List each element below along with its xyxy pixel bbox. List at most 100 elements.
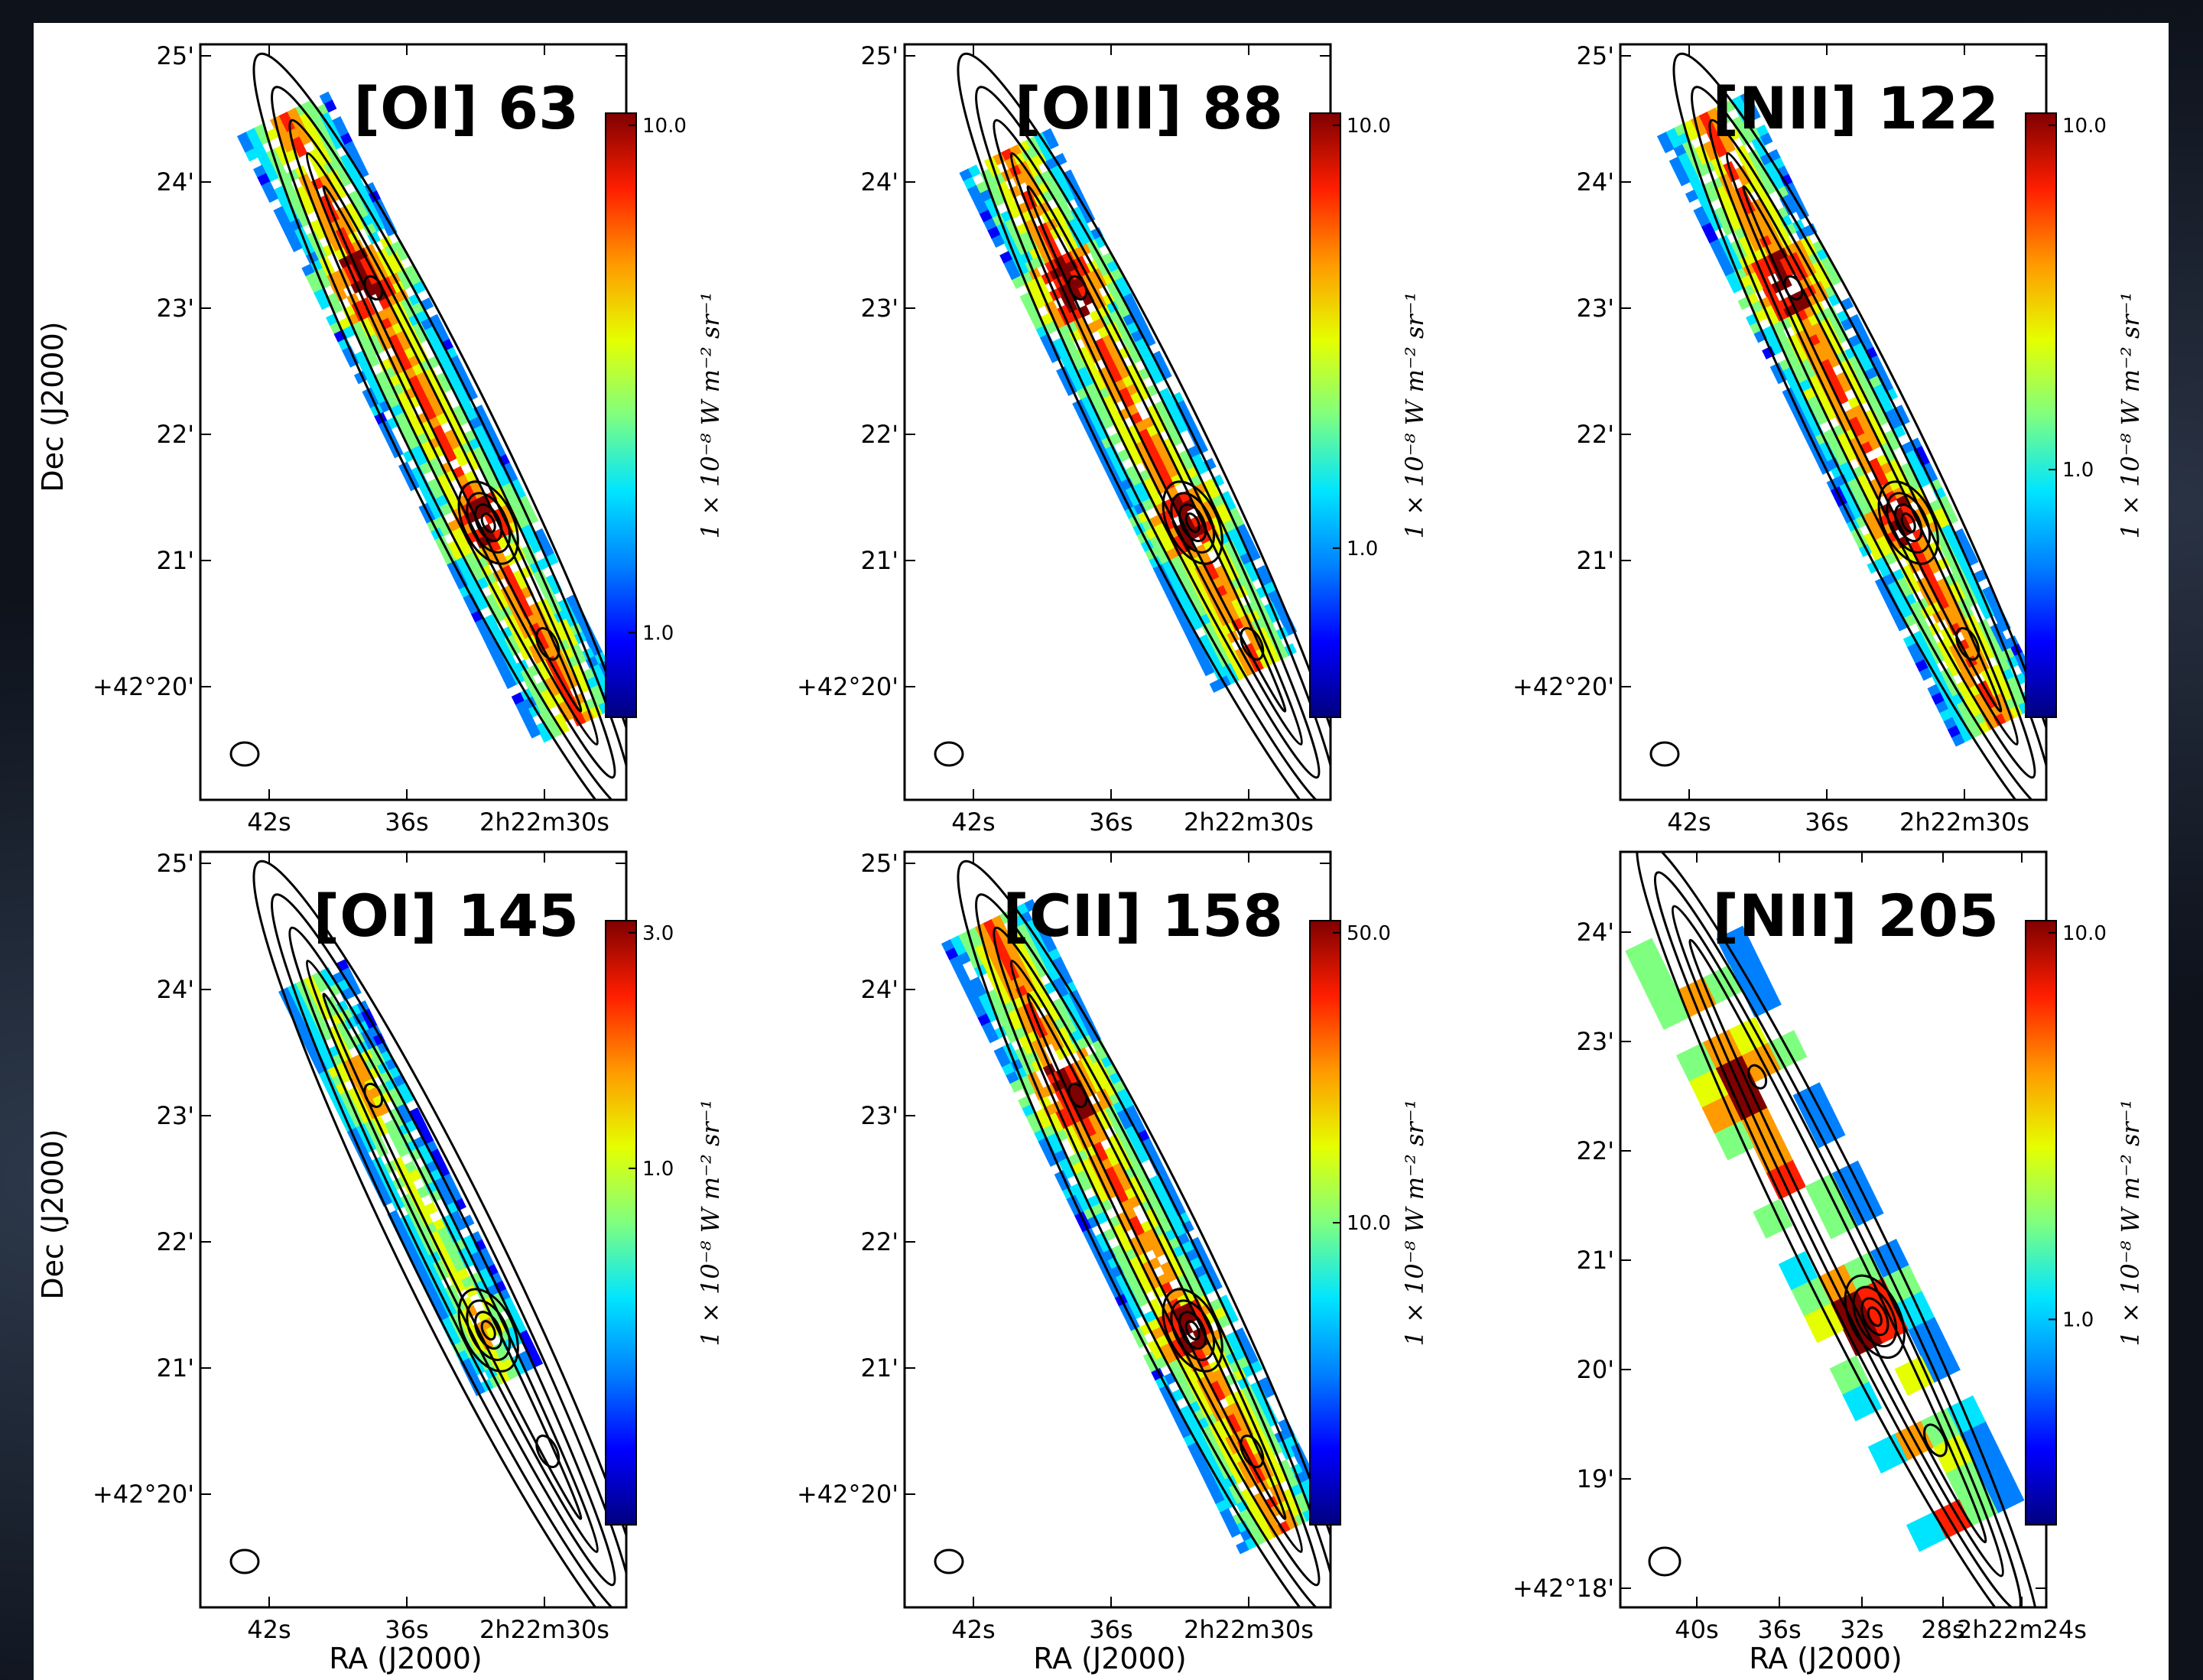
colorbar-tick-label: 10.0 xyxy=(2062,922,2107,945)
panel-4: 25' 24' 23' 22' 21' +42°20' 42s 36s 2h22m30s [OI]… xyxy=(36,849,725,1675)
y-tick-label: 23' xyxy=(860,294,898,323)
x-tick-label: 42s xyxy=(951,1615,995,1644)
beam-marker xyxy=(229,741,260,767)
x-tick-label: 32s xyxy=(1840,1615,1883,1644)
colorbar-tick-label: 1.0 xyxy=(2062,459,2094,482)
emission-map xyxy=(941,898,1331,1555)
contour-lines xyxy=(252,52,626,800)
x-tick-label: 2h22m24s xyxy=(1957,1615,2087,1644)
colorbar-tick-label: 10.0 xyxy=(2062,115,2107,138)
contour-lines xyxy=(252,859,626,1607)
y-tick-label: +42°20' xyxy=(797,672,898,701)
colorbar-label: 1 × 10⁻⁸ W m⁻² sr⁻¹ xyxy=(1400,292,1429,539)
y-tick-label: 24' xyxy=(860,167,898,197)
beam-marker xyxy=(934,741,964,767)
colorbar-label: 1 × 10⁻⁸ W m⁻² sr⁻¹ xyxy=(1400,1100,1429,1347)
panel-3: 25' 24' 23' 22' 21' +42°20' 42s 36s 2h22m30s [NII… xyxy=(1513,41,2145,837)
colorbar-label: 1 × 10⁻⁸ W m⁻² sr⁻¹ xyxy=(696,1100,725,1347)
map-area xyxy=(941,859,1331,1607)
y-tick-label: 21' xyxy=(156,1353,194,1383)
panel-title: [OI] 63 xyxy=(353,74,579,142)
x-tick-label: 2h22m30s xyxy=(479,808,609,837)
panel-1: 25' 24' 23' 22' 21' +42°20' 42s 36s 2h22m30s [OI]… xyxy=(36,41,725,837)
panel-title: [OIII] 88 xyxy=(1015,74,1283,142)
y-tick-label: 21' xyxy=(156,546,194,575)
x-tick-label: 36s xyxy=(1089,1615,1132,1644)
y-tick-label: 23' xyxy=(1576,1027,1614,1056)
colorbar-label: 1 × 10⁻⁸ W m⁻² sr⁻¹ xyxy=(2116,1100,2145,1347)
contour-lines xyxy=(957,859,1331,1607)
x-tick-label: 36s xyxy=(1757,1615,1801,1644)
y-tick-label: 22' xyxy=(1576,1136,1614,1165)
panel-6: 24' 23' 22' 21' 20' 19' +42°18' 40s 36s 32s 28s2h2… xyxy=(1513,850,2145,1675)
x-tick-label: 42s xyxy=(247,808,291,837)
y-tick-label: 19' xyxy=(1576,1464,1614,1493)
y-tick-label: 23' xyxy=(1576,294,1614,323)
y-tick-label: 24' xyxy=(156,975,194,1004)
contour-lines xyxy=(1672,52,2046,800)
y-axis-title: Dec (J2000) xyxy=(36,1129,70,1299)
y-tick-label: 24' xyxy=(156,167,194,197)
map-area xyxy=(957,52,1331,800)
x-tick-label: 2h22m30s xyxy=(1184,808,1314,837)
y-tick-label: 25' xyxy=(156,849,194,878)
x-tick-label: 36s xyxy=(385,1615,428,1644)
colorbar-tick-label: 1.0 xyxy=(642,1158,674,1181)
y-tick-label: 22' xyxy=(1576,420,1614,449)
colorbar-tick-label: 10.0 xyxy=(642,115,687,138)
y-tick-label: 25' xyxy=(860,849,898,878)
colorbar-tick-label: 1.0 xyxy=(2062,1308,2094,1331)
map-area xyxy=(1656,52,2046,800)
x-tick-label: 36s xyxy=(385,808,428,837)
x-tick-label: 42s xyxy=(247,1615,291,1644)
map-area xyxy=(252,859,626,1607)
map-area xyxy=(1625,852,2040,1607)
colorbar-tick-label: 1.0 xyxy=(642,622,674,645)
y-tick-label: 22' xyxy=(156,420,194,449)
colorbar-label: 1 × 10⁻⁸ W m⁻² sr⁻¹ xyxy=(696,292,725,539)
x-tick-label: 28s xyxy=(1921,1615,1964,1644)
y-tick-label: 21' xyxy=(1576,546,1614,575)
y-tick-label: +42°20' xyxy=(93,672,194,701)
x-tick-label: 36s xyxy=(1089,808,1132,837)
beam-marker xyxy=(1648,1546,1681,1577)
y-tick-label: 21' xyxy=(860,546,898,575)
y-tick-label: 21' xyxy=(1576,1246,1614,1275)
y-tick-label: 23' xyxy=(860,1101,898,1130)
colorbar xyxy=(605,920,637,1526)
x-tick-label: 40s xyxy=(1675,1615,1718,1644)
x-tick-label: 36s xyxy=(1805,808,1848,837)
y-tick-label: 25' xyxy=(1576,41,1614,70)
y-tick-label: 22' xyxy=(156,1227,194,1256)
colorbar-tick-label: 10.0 xyxy=(1347,1212,1391,1235)
y-tick-label: +42°18' xyxy=(1513,1574,1614,1603)
x-axis-title: RA (J2000) xyxy=(329,1642,483,1675)
contour-lines xyxy=(957,52,1331,800)
colorbar xyxy=(2025,920,2057,1526)
colorbar-tick-label: 3.0 xyxy=(642,922,674,945)
colorbar xyxy=(2025,112,2057,718)
y-tick-label: 24' xyxy=(1576,918,1614,947)
colorbar-label: 1 × 10⁻⁸ W m⁻² sr⁻¹ xyxy=(2116,292,2145,539)
beam-marker xyxy=(1649,741,1680,767)
x-tick-label: 2h22m30s xyxy=(1184,1615,1314,1644)
x-axis-title: RA (J2000) xyxy=(1033,1642,1187,1675)
x-tick-label: 2h22m30s xyxy=(1899,808,2029,837)
x-tick-label: 42s xyxy=(1667,808,1711,837)
contour-lines xyxy=(1636,852,2040,1607)
y-tick-label: 24' xyxy=(1576,167,1614,197)
colorbar-tick-label: 10.0 xyxy=(1347,115,1391,138)
x-tick-label: 42s xyxy=(951,808,995,837)
emission-map xyxy=(1656,91,2046,747)
y-tick-label: 22' xyxy=(860,420,898,449)
colorbar-tick-label: 1.0 xyxy=(1347,538,1378,561)
y-tick-label: 25' xyxy=(156,41,194,70)
panel-5: 25' 24' 23' 22' 21' +42°20' 42s 36s 2h22m30s [CII… xyxy=(797,849,1429,1675)
emission-map xyxy=(1625,925,2025,1552)
emission-map xyxy=(959,128,1298,693)
y-tick-label: 22' xyxy=(860,1227,898,1256)
beam-marker xyxy=(934,1548,964,1574)
y-tick-label: 20' xyxy=(1576,1355,1614,1384)
panel-title: [NII] 122 xyxy=(1712,74,1999,142)
